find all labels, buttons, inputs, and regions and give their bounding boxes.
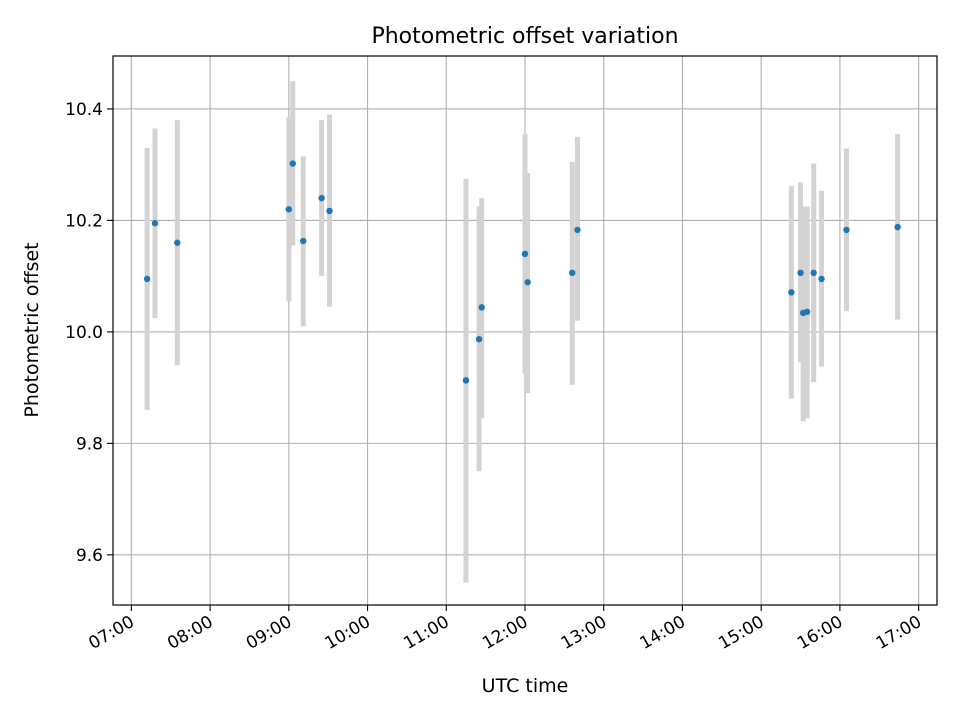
data-point — [478, 304, 485, 311]
data-point — [894, 223, 901, 231]
y-tick-label: 9.8 — [76, 434, 103, 454]
data-point — [289, 160, 296, 167]
x-tick-label: 13:00 — [558, 612, 610, 654]
y-tick-label: 9.6 — [76, 546, 103, 566]
x-tick-label: 07:00 — [85, 612, 137, 654]
x-tick-label: 17:00 — [873, 612, 925, 654]
data-point — [524, 279, 531, 286]
y-axis-label: Photometric offset — [21, 242, 43, 417]
y-tick-label: 10.4 — [65, 100, 103, 120]
y-tick-label: 10.2 — [65, 211, 103, 231]
x-tick-label: 09:00 — [243, 612, 295, 654]
data-point — [285, 206, 293, 213]
y-tick-label: 10.0 — [65, 323, 103, 343]
data-point — [326, 207, 333, 215]
data-point — [300, 237, 307, 245]
data-point — [843, 226, 850, 234]
data-point — [797, 269, 804, 277]
data-point — [521, 250, 529, 258]
x-tick-label: 14:00 — [637, 612, 689, 654]
x-tick-label: 16:00 — [794, 612, 846, 654]
data-point — [574, 226, 581, 234]
point-layer — [143, 160, 901, 384]
chart-title: Photometric offset variation — [371, 24, 678, 49]
data-point — [818, 275, 825, 283]
data-point — [174, 239, 181, 246]
data-point — [143, 275, 151, 283]
x-tick-label: 08:00 — [164, 612, 216, 654]
tick-layer: 07:00 08:00 09:00 10:00 11:00 12:00 13:00 14:00… — [65, 100, 925, 654]
x-tick-label: 10:00 — [322, 612, 374, 654]
data-point — [151, 220, 159, 227]
x-tick-label: 11:00 — [400, 612, 452, 654]
data-point — [810, 269, 817, 277]
data-point — [803, 308, 811, 316]
x-tick-label: 15:00 — [715, 612, 767, 654]
data-point — [788, 289, 795, 296]
data-point — [462, 377, 470, 384]
data-point — [569, 269, 576, 277]
data-point — [318, 194, 325, 202]
data-point — [475, 335, 483, 343]
x-tick-label: 12:00 — [479, 612, 531, 654]
x-axis-label: UTC time — [482, 675, 569, 697]
